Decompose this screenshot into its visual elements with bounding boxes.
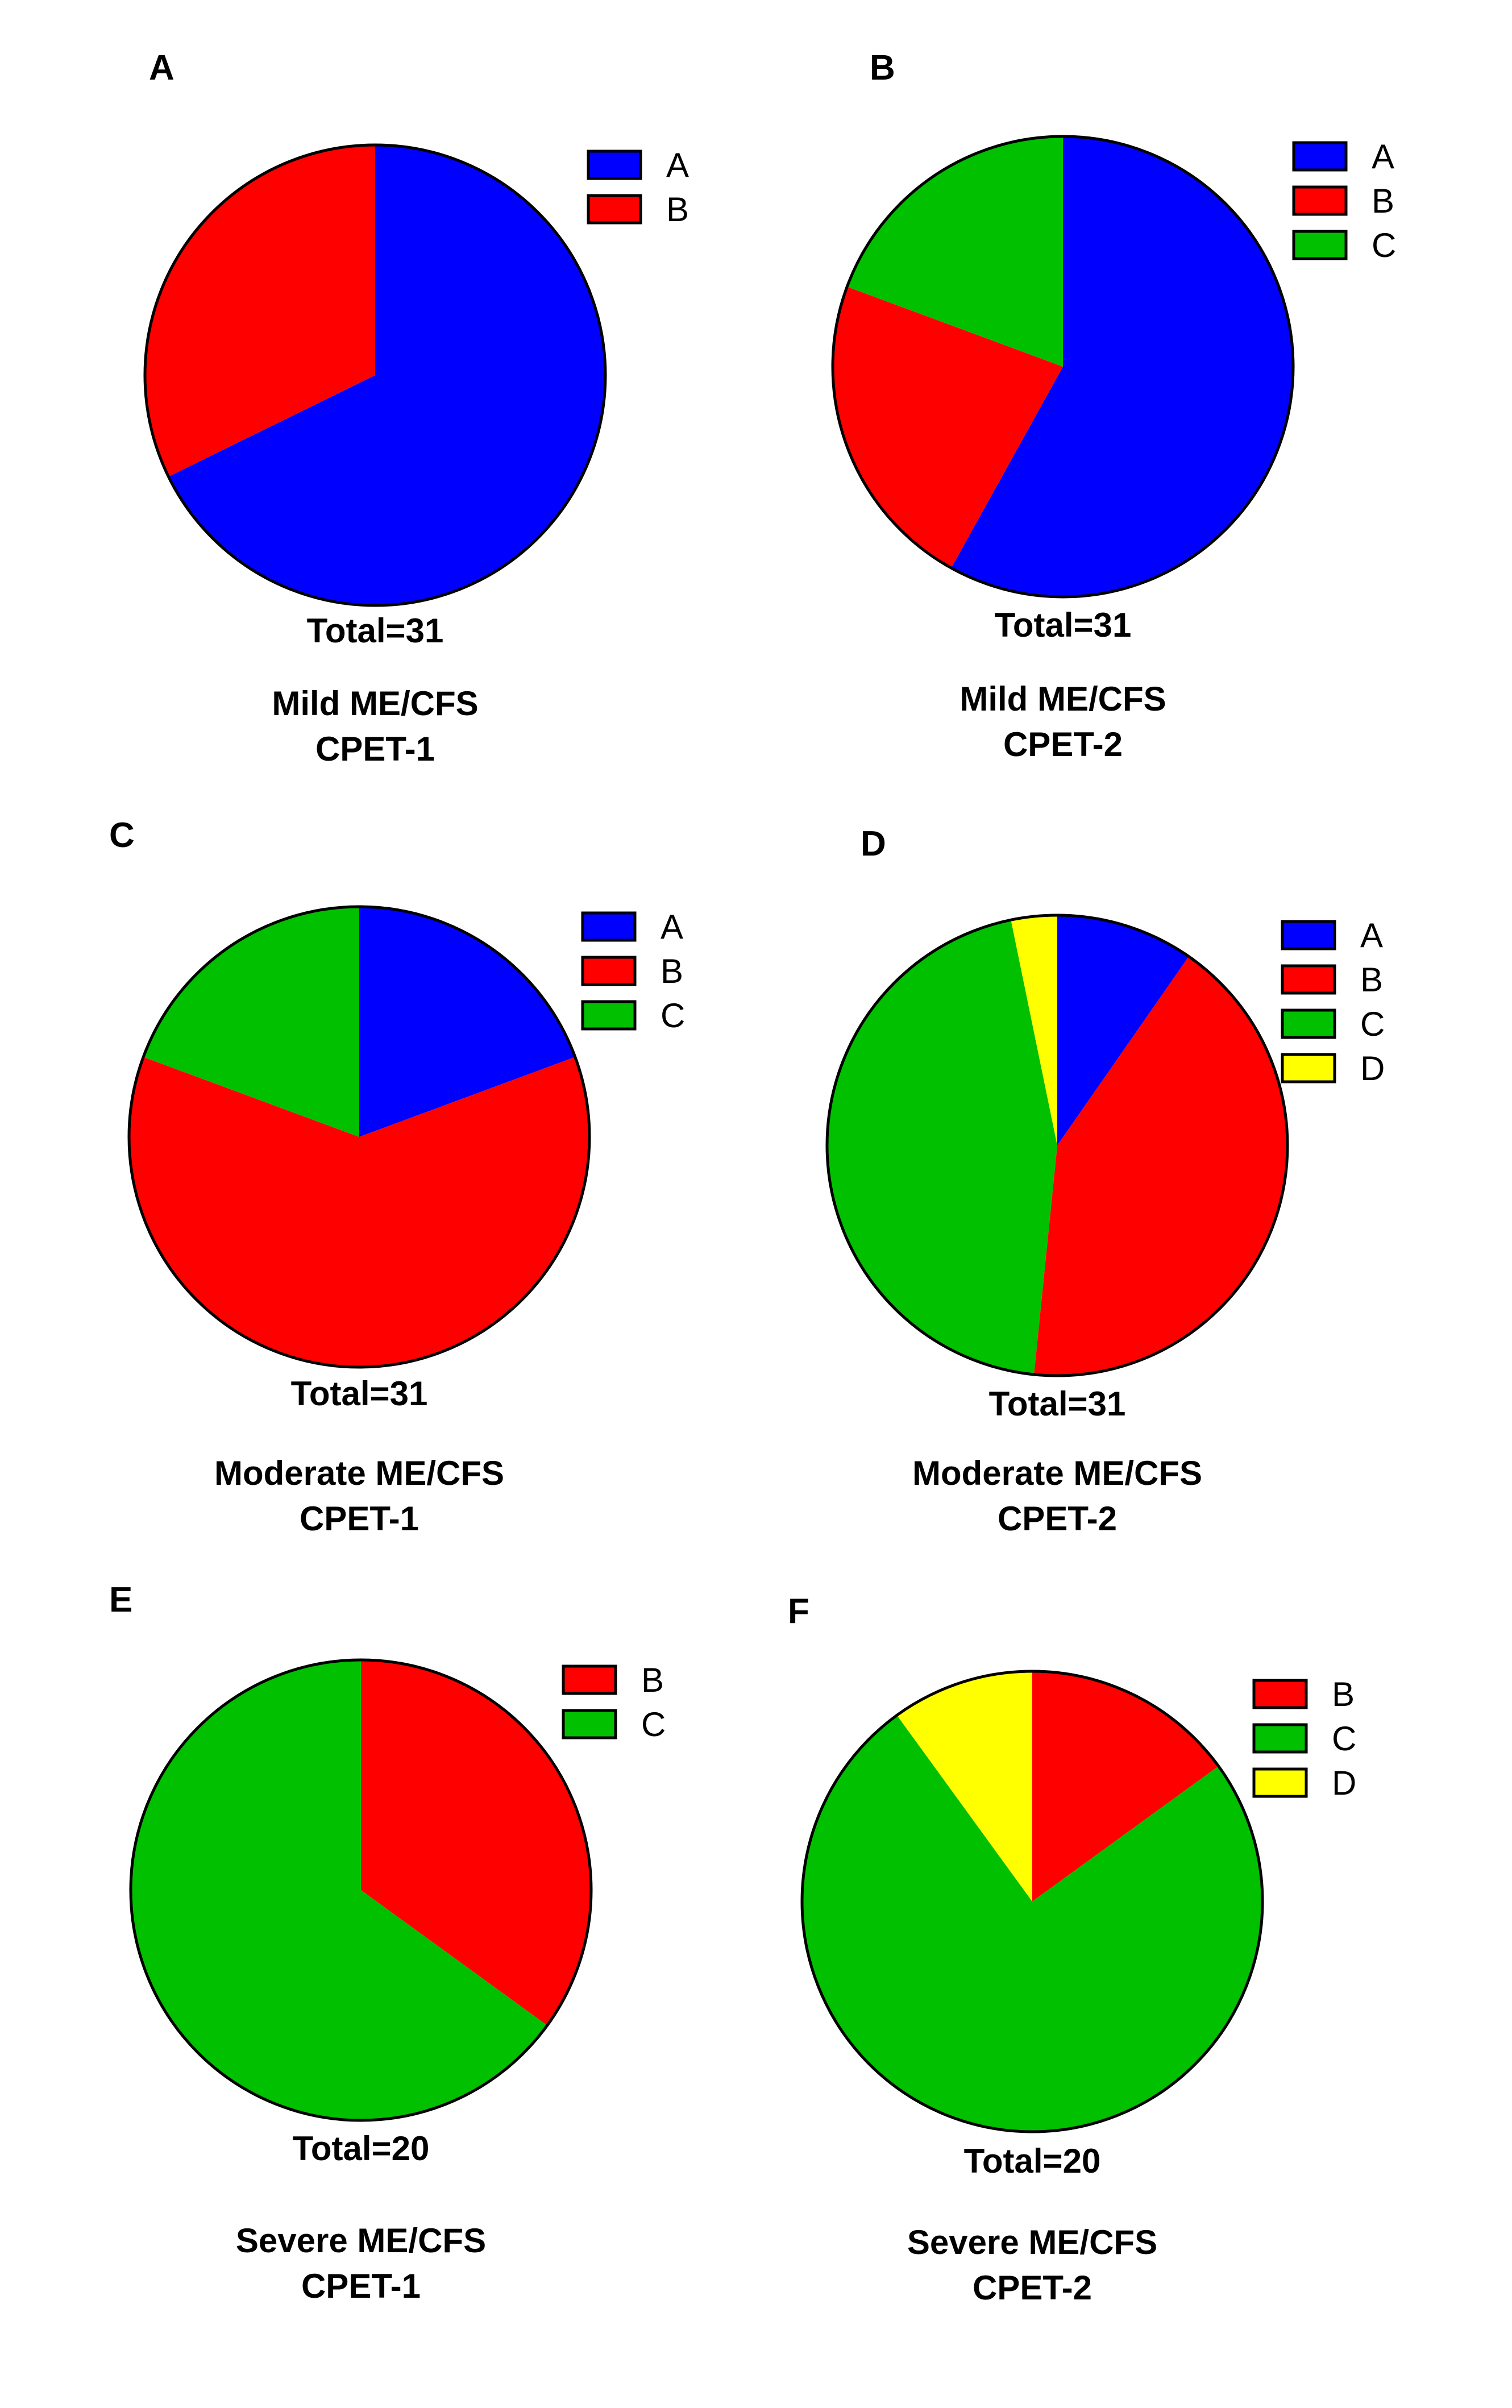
legend-label-a: A — [666, 146, 689, 184]
pie-chart-e: E BC Total=20 Severe ME/CFS CPET-1 — [109, 1580, 666, 2305]
chart-caption-line: Moderate ME/CFS — [912, 1454, 1202, 1492]
legend-swatch-b — [562, 1664, 617, 1695]
chart-caption-line: Moderate ME/CFS — [214, 1454, 504, 1492]
pie-outline — [127, 905, 591, 1369]
legend-swatch-b — [1281, 964, 1336, 995]
pie-slice-b — [1032, 1671, 1219, 1902]
legend-swatch-a — [581, 911, 637, 942]
panel-letter: A — [149, 48, 175, 88]
pie-slice-a — [1057, 915, 1189, 1145]
pie-slice-b — [145, 145, 376, 477]
chart-caption-line: CPET-2 — [1003, 725, 1123, 763]
pie-slice-b — [361, 1660, 591, 2026]
legend-label-c: C — [1332, 1720, 1356, 1758]
legend-label-c: C — [641, 1705, 666, 1743]
chart-caption-line: CPET-1 — [301, 2267, 421, 2305]
chart-caption-line: Mild ME/CFS — [272, 684, 478, 723]
chart-caption-line: Severe ME/CFS — [907, 2223, 1157, 2261]
pie-slice-c — [143, 907, 359, 1137]
legend-swatch-c — [1292, 230, 1348, 260]
pie-slice-b — [1034, 956, 1287, 1376]
pie-outline — [143, 143, 607, 607]
legend-label-d: D — [1360, 1049, 1385, 1087]
legend-swatch-a — [1292, 141, 1348, 172]
pie-slice-c — [130, 1660, 547, 2121]
legend-swatch-d — [1252, 1767, 1308, 1798]
legend-swatch-d — [1281, 1053, 1336, 1083]
legend-swatch-a — [1281, 920, 1336, 950]
chart-caption-line: CPET-1 — [300, 1500, 419, 1538]
legend-swatch-c — [562, 1709, 617, 1739]
panel-letter: F — [788, 1592, 809, 1631]
legend-label-b: B — [1360, 961, 1383, 999]
pie-outline — [800, 1670, 1264, 2133]
legend-label-d: D — [1332, 1764, 1356, 1802]
legend-swatch-c — [1281, 1008, 1336, 1039]
legend-label-b: B — [1332, 1675, 1355, 1713]
total-label: Total=31 — [291, 1375, 428, 1413]
total-label: Total=31 — [995, 606, 1132, 644]
total-label: Total=31 — [307, 612, 444, 650]
legend-label-a: A — [661, 908, 683, 946]
legend-swatch-b — [1292, 185, 1348, 216]
pie-slice-c — [827, 920, 1057, 1375]
pie-slice-d — [1011, 915, 1057, 1145]
total-label: Total=20 — [293, 2129, 430, 2168]
panel-letter: B — [870, 48, 895, 88]
panel-letter: E — [109, 1580, 132, 1620]
legend-label-c: C — [1360, 1005, 1385, 1043]
chart-caption-line: Severe ME/CFS — [236, 2222, 486, 2260]
legend-label-a: A — [1372, 138, 1394, 176]
legend-label-c: C — [661, 997, 685, 1035]
pie-slice-a — [951, 136, 1293, 597]
legend-label-b: B — [641, 1661, 664, 1699]
legend-swatch-b — [581, 956, 637, 986]
legend-swatch-b — [1252, 1679, 1308, 1709]
total-label: Total=20 — [964, 2142, 1101, 2180]
panel-letter: C — [109, 816, 135, 855]
pie-slice-b — [832, 287, 1063, 568]
chart-caption-line: CPET-1 — [315, 730, 435, 768]
legend-label-c: C — [1372, 226, 1396, 264]
chart-caption-line: Mild ME/CFS — [959, 680, 1166, 718]
chart-caption-line: CPET-2 — [998, 1500, 1117, 1538]
pie-outline — [129, 1658, 593, 2122]
panel-letter: D — [861, 824, 886, 863]
pie-chart-f: F BCD Total=20 Severe ME/CFS CPET-2 — [788, 1592, 1356, 2307]
chart-caption-line: CPET-2 — [973, 2269, 1092, 2307]
pie-slice-a — [359, 907, 575, 1137]
total-label: Total=31 — [989, 1385, 1126, 1423]
legend-label-b: B — [1372, 182, 1394, 220]
legend-swatch-a — [587, 150, 642, 180]
legend-label-b: B — [661, 952, 683, 990]
legend-label-b: B — [666, 190, 689, 229]
pie-slice-c — [847, 136, 1063, 367]
legend-swatch-c — [581, 1000, 637, 1031]
pie-outline — [831, 135, 1295, 599]
legend-swatch-b — [587, 194, 642, 225]
pie-slice-b — [128, 1057, 589, 1368]
pie-slice-a — [168, 145, 605, 605]
legend-swatch-c — [1252, 1723, 1308, 1754]
legend-label-a: A — [1360, 916, 1383, 954]
pie-slice-c — [801, 1715, 1262, 2132]
pie-outline — [825, 914, 1289, 1377]
pie-slice-d — [896, 1671, 1032, 1902]
